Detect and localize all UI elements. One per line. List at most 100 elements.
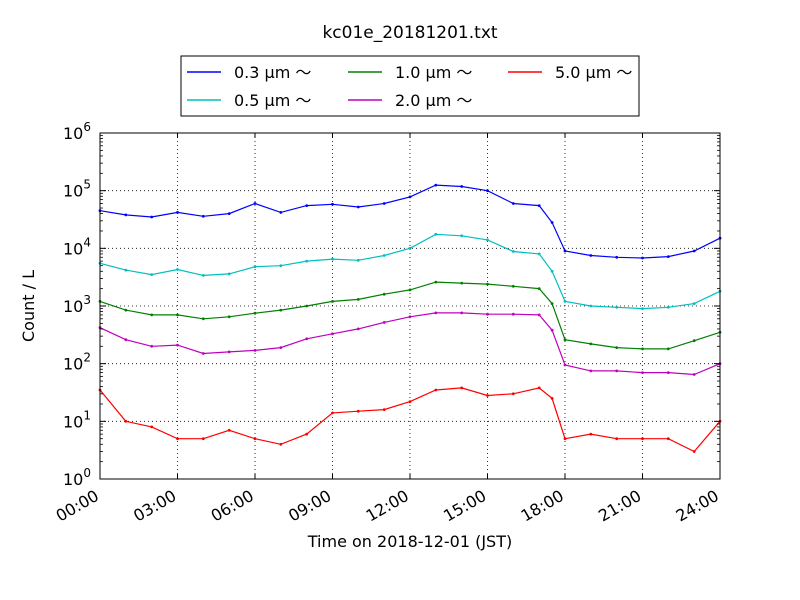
data-point <box>331 332 334 336</box>
data-point <box>550 269 554 273</box>
data-point <box>331 300 334 303</box>
x-tick-label: 24:00 <box>673 486 722 526</box>
data-point <box>563 338 567 342</box>
data-point <box>615 305 619 309</box>
data-point <box>201 274 205 277</box>
data-point <box>305 304 309 308</box>
data-point <box>382 292 386 296</box>
y-tick-label: 100 <box>63 466 91 489</box>
data-point <box>692 249 696 253</box>
x-tick-label: 03:00 <box>130 486 179 526</box>
series-1 <box>98 232 722 310</box>
y-tick-base: 10 <box>63 412 83 431</box>
data-point <box>331 411 334 415</box>
data-point <box>279 308 283 312</box>
data-point <box>666 347 670 351</box>
data-point <box>201 437 205 441</box>
series-line <box>99 184 721 259</box>
data-point <box>486 238 489 242</box>
x-tick-label: 12:00 <box>363 486 412 526</box>
data-point <box>227 272 231 276</box>
y-tick-base: 10 <box>63 124 83 143</box>
y-tick-exponent: 6 <box>83 120 91 134</box>
y-tick-label: 103 <box>63 293 91 316</box>
series-line <box>99 233 721 310</box>
data-point <box>279 442 283 446</box>
data-point <box>641 371 644 374</box>
data-point <box>227 428 231 432</box>
data-point <box>434 232 438 236</box>
data-point <box>666 305 670 309</box>
data-point <box>615 437 619 441</box>
data-point <box>201 317 205 321</box>
data-point <box>150 273 154 276</box>
data-point <box>434 311 438 315</box>
x-tick-label: 09:00 <box>285 486 334 526</box>
data-point <box>563 300 567 303</box>
data-point <box>253 265 257 269</box>
data-point <box>356 205 360 209</box>
chart-title: kc01e_20181201.txt <box>322 23 497 43</box>
data-point <box>692 302 696 305</box>
data-point <box>692 339 696 343</box>
data-point <box>408 400 412 403</box>
legend-label: 2.0 μm ～ <box>395 91 472 110</box>
y-tick-exponent: 3 <box>83 293 91 307</box>
data-point <box>486 282 489 286</box>
data-point <box>641 347 644 351</box>
data-point <box>615 346 619 349</box>
x-tick-label: 18:00 <box>518 486 567 526</box>
data-point <box>279 346 283 349</box>
data-point <box>692 450 696 453</box>
x-tick-label: 15:00 <box>440 486 489 526</box>
data-point <box>279 264 283 268</box>
legend-label: 1.0 μm ～ <box>395 63 472 82</box>
data-point <box>537 313 541 317</box>
x-tick-label: 00:00 <box>53 486 102 526</box>
data-point <box>511 312 515 316</box>
data-point <box>550 221 554 224</box>
data-point <box>537 204 541 208</box>
data-point <box>124 419 128 423</box>
data-point <box>124 338 128 342</box>
y-tick-label: 104 <box>63 235 91 258</box>
y-tick-exponent: 5 <box>83 178 91 192</box>
data-point <box>356 258 360 262</box>
legend-label: 0.3 μm ～ <box>234 63 311 82</box>
data-point <box>460 281 464 285</box>
y-axis-label: Count / L <box>19 270 38 342</box>
data-point <box>201 214 205 218</box>
data-point <box>460 234 464 238</box>
data-point <box>486 394 489 397</box>
y-tick-exponent: 0 <box>83 466 91 480</box>
data-point <box>227 315 231 319</box>
data-point <box>305 204 309 208</box>
data-point <box>692 373 696 376</box>
legend-item: 1.0 μm ～ <box>348 63 472 82</box>
y-tick-label: 102 <box>63 351 91 374</box>
data-point <box>408 195 412 199</box>
data-point <box>408 246 412 250</box>
data-point <box>511 250 515 253</box>
series-0 <box>98 183 722 260</box>
data-point <box>227 212 231 216</box>
data-point <box>124 268 128 272</box>
data-point <box>589 254 593 257</box>
x-axis: 00:00 03:00 06:00 09:00 12:00 15:00 18:00 21:00… <box>53 133 722 526</box>
series-line <box>99 281 721 350</box>
legend-item: 2.0 μm ～ <box>348 91 472 110</box>
data-point <box>150 215 154 219</box>
data-point <box>305 259 309 263</box>
x-tick-label: 21:00 <box>595 486 644 526</box>
data-point <box>589 369 593 373</box>
data-point <box>408 288 412 292</box>
data-point <box>227 350 231 354</box>
data-point <box>331 202 334 206</box>
series-line <box>99 387 721 453</box>
data-point <box>537 386 541 390</box>
data-point <box>150 425 154 429</box>
data-point <box>563 249 567 253</box>
legend-item: 0.5 μm ～ <box>187 91 311 110</box>
y-tick-base: 10 <box>63 355 83 374</box>
